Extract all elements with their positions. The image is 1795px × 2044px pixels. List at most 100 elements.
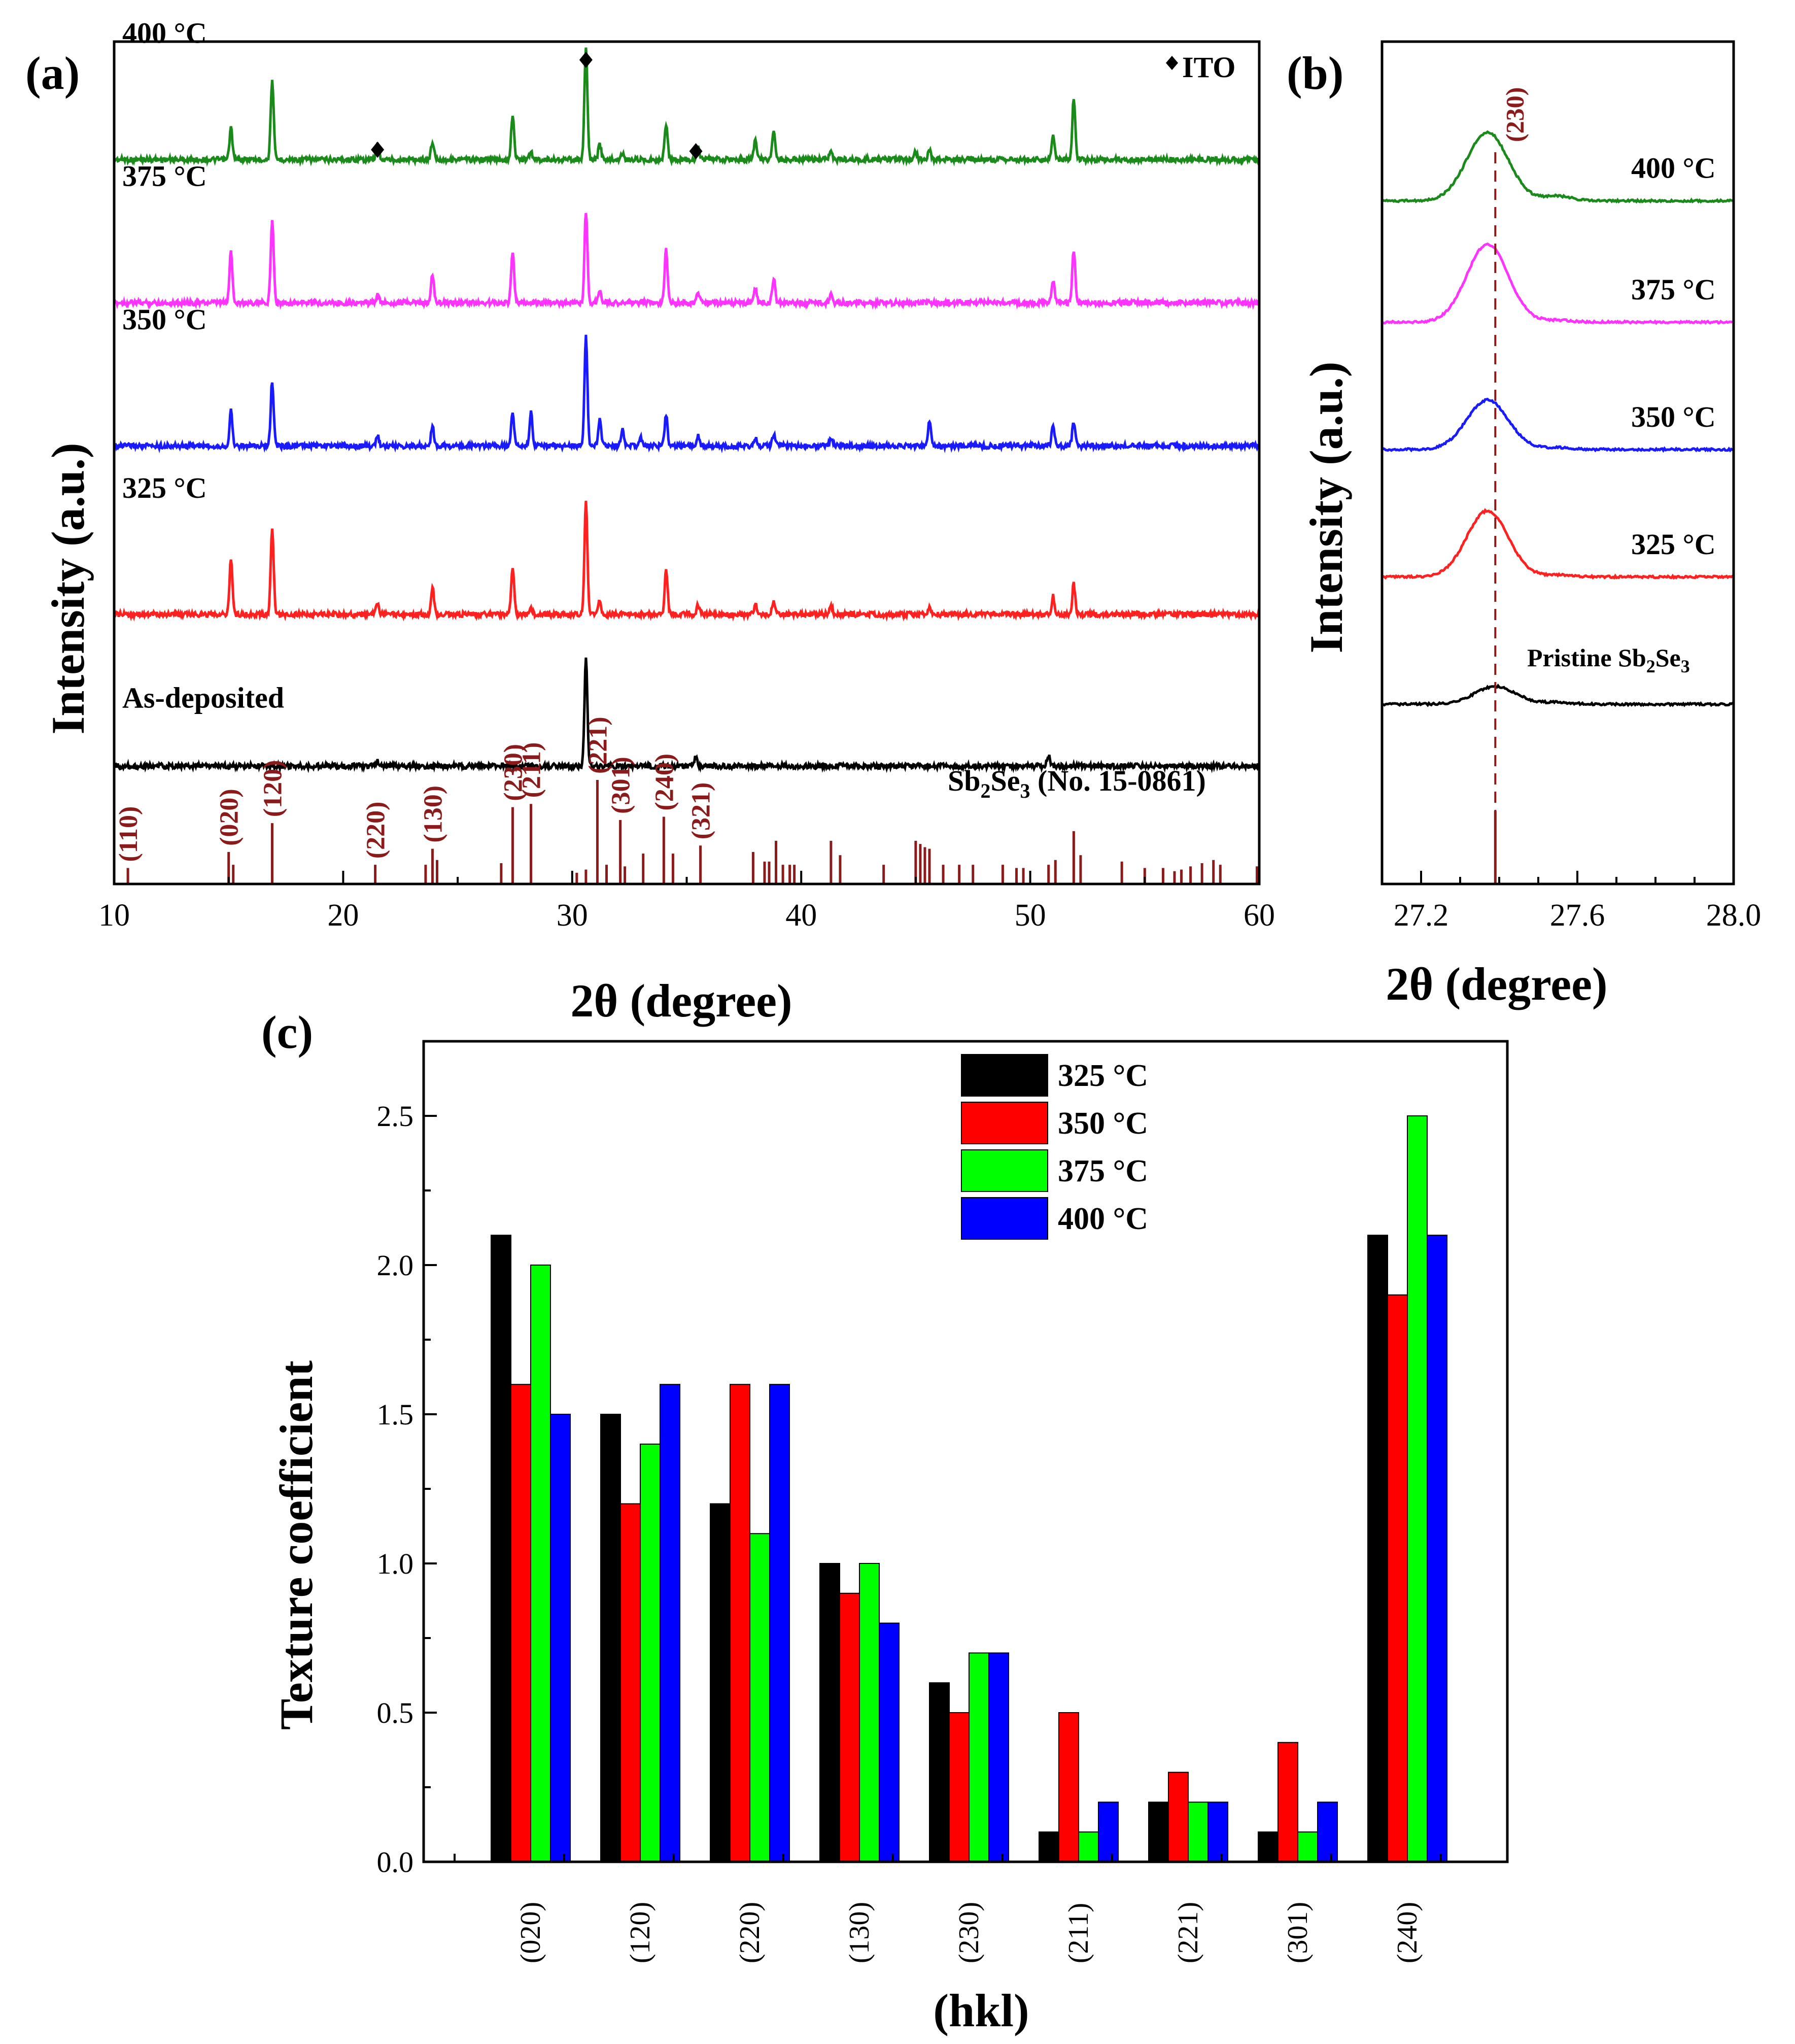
ito-diamond-icon bbox=[579, 52, 593, 68]
xrd-zoom-label-325-c: 325 °C bbox=[1631, 528, 1716, 561]
y-tick-label: 1.0 bbox=[377, 1547, 414, 1580]
y-tick-label: 0.5 bbox=[377, 1696, 414, 1729]
bar-211-350-c bbox=[1058, 1712, 1079, 1862]
xrd-zoom-label-375-c: 375 °C bbox=[1631, 273, 1716, 306]
hkl-label-221: (221) bbox=[583, 717, 612, 774]
bar-230-350-c bbox=[949, 1712, 970, 1862]
category-label-130: (130) bbox=[844, 1902, 875, 1963]
bar-211-375-c bbox=[1078, 1831, 1099, 1862]
bar-220-400-c bbox=[769, 1384, 790, 1862]
legend-swatch-375-c bbox=[961, 1149, 1048, 1192]
panel-b-frame bbox=[1380, 40, 1735, 885]
xrd-zoom-series-325-c bbox=[1382, 508, 1734, 580]
panel-b: (b) Intensity (a.u.) 2θ (degree) 400 °C 3… bbox=[1287, 40, 1762, 1010]
panel-b-xlabel: 2θ (degree) bbox=[1386, 958, 1607, 1010]
legend-label-325-c: 325 °C bbox=[1058, 1059, 1148, 1093]
xrd-series-label-375-c: 375 °C bbox=[122, 160, 207, 193]
panel-c-xlabel: (hkl) bbox=[933, 1985, 1029, 2036]
category-label-240: (240) bbox=[1392, 1902, 1423, 1963]
bar-220-325-c bbox=[710, 1503, 731, 1862]
bar-221-325-c bbox=[1148, 1801, 1169, 1862]
bar-220-350-c bbox=[730, 1384, 750, 1862]
panel-a-xlabel: 2θ (degree) bbox=[570, 975, 792, 1027]
ito-legend: ITO bbox=[1166, 51, 1235, 84]
x-tick-label: 27.6 bbox=[1550, 898, 1605, 933]
legend-swatch-400-c bbox=[961, 1197, 1048, 1240]
category-label-020: (020) bbox=[515, 1902, 546, 1963]
category-label-211: (211) bbox=[1063, 1903, 1094, 1963]
bar-120-400-c bbox=[660, 1384, 680, 1862]
category-label-220: (220) bbox=[734, 1902, 766, 1963]
bar-211-400-c bbox=[1098, 1801, 1119, 1862]
hkl-label-120: (120) bbox=[258, 760, 287, 817]
legend-label-400-c: 400 °C bbox=[1058, 1202, 1148, 1236]
reference-label: Sb2Se3 (No. 15-0861) bbox=[948, 764, 1206, 802]
x-tick-label: 60 bbox=[1244, 898, 1275, 933]
bar-230-325-c bbox=[929, 1682, 950, 1862]
x-tick-label: 27.2 bbox=[1394, 898, 1449, 933]
bar-240-375-c bbox=[1407, 1115, 1428, 1862]
bar-020-400-c bbox=[550, 1414, 571, 1862]
y-tick-label: 1.5 bbox=[377, 1398, 414, 1431]
bar-020-325-c bbox=[491, 1235, 511, 1862]
xrd-zoom-series-375-c bbox=[1382, 242, 1734, 325]
panel-c-bars: (020) (120) (220) (130) (230) (211) (221) (301)… bbox=[491, 1115, 1447, 1963]
panel-c: (c) Texture coefficient (hkl) (020) (120)… bbox=[261, 1006, 1509, 2036]
panel-a-frame bbox=[113, 40, 1261, 885]
x-tick-label: 20 bbox=[327, 898, 359, 933]
panel-b-letter: (b) bbox=[1287, 47, 1343, 99]
panel-b-series: 400 °C 375 °C 350 °C 325 °C Pristine Sb2Se3 (… bbox=[1380, 87, 1734, 884]
bar-120-375-c bbox=[640, 1443, 661, 1863]
xrd-zoom-label-350-c: 350 °C bbox=[1631, 400, 1716, 433]
category-label-221: (221) bbox=[1172, 1902, 1204, 1963]
bar-221-400-c bbox=[1207, 1801, 1228, 1862]
bar-130-350-c bbox=[839, 1592, 860, 1863]
bar-120-325-c bbox=[600, 1414, 621, 1862]
y-tick-label: 0.0 bbox=[377, 1846, 414, 1879]
xrd-series-350-c bbox=[113, 334, 1261, 454]
xrd-series-label-325-c: 325 °C bbox=[122, 471, 207, 504]
bar-130-375-c bbox=[859, 1563, 880, 1862]
xrd-series-label-as-deposited: As-deposited bbox=[122, 682, 284, 714]
bar-130-325-c bbox=[819, 1563, 840, 1862]
bar-230-375-c bbox=[969, 1652, 989, 1862]
bar-301-350-c bbox=[1278, 1742, 1298, 1863]
hkl-label-110: (110) bbox=[114, 806, 143, 862]
hkl-label-020: (020) bbox=[215, 789, 244, 846]
panel-a-series: 400 °C 375 °C 350 °C 325 °C As-deposited bbox=[113, 16, 1261, 774]
x-tick-label: 50 bbox=[1015, 898, 1046, 933]
panel-a-reference: (110) (020) (120) (220) (130) (230)(211) (221)… bbox=[114, 717, 1258, 884]
xrd-zoom-series-pristine-sb2se3 bbox=[1381, 684, 1734, 707]
hkl-label-220: (220) bbox=[362, 802, 391, 859]
panel-a-ito-markers bbox=[371, 52, 703, 159]
x-tick-label: 30 bbox=[557, 898, 588, 933]
bar-301-325-c bbox=[1258, 1831, 1279, 1862]
x-tick-label: 28.0 bbox=[1706, 898, 1762, 933]
bar-301-375-c bbox=[1297, 1831, 1318, 1862]
ito-diamond-icon bbox=[371, 142, 385, 158]
panel-c-ylabel: Texture coefficient bbox=[270, 1360, 322, 1730]
y-tick-label: 2.0 bbox=[377, 1249, 414, 1282]
bar-020-375-c bbox=[530, 1265, 551, 1862]
xrd-series-400-c bbox=[113, 47, 1261, 167]
panel-c-letter: (c) bbox=[261, 1006, 313, 1058]
panel-a-axis-ticks: 10 20 30 40 50 60 bbox=[98, 871, 1275, 933]
ito-diamond-icon bbox=[689, 143, 703, 159]
legend-label-375-c: 375 °C bbox=[1058, 1154, 1148, 1188]
panel-a: (a) Intensity (a.u.) 2θ (degree) 400 °C 3… bbox=[25, 16, 1275, 1027]
hkl-label-301: (301) bbox=[607, 757, 636, 814]
category-label-120: (120) bbox=[625, 1902, 656, 1963]
xrd-zoom-series-350-c bbox=[1380, 397, 1734, 453]
hkl-label-230: (230) bbox=[499, 744, 528, 801]
xrd-series-label-400-c: 400 °C bbox=[122, 16, 207, 49]
ito-legend-label: ITO bbox=[1182, 51, 1235, 84]
xrd-zoom-series-400-c bbox=[1381, 130, 1734, 204]
xrd-zoom-label-400-c: 400 °C bbox=[1631, 152, 1716, 185]
bar-020-350-c bbox=[510, 1384, 531, 1862]
xrd-series-label-350-c: 350 °C bbox=[122, 303, 207, 336]
panel-c-frame bbox=[422, 1040, 1509, 1863]
legend-swatch-325-c bbox=[961, 1054, 1048, 1097]
bar-240-350-c bbox=[1387, 1294, 1408, 1862]
bar-130-400-c bbox=[879, 1622, 900, 1863]
